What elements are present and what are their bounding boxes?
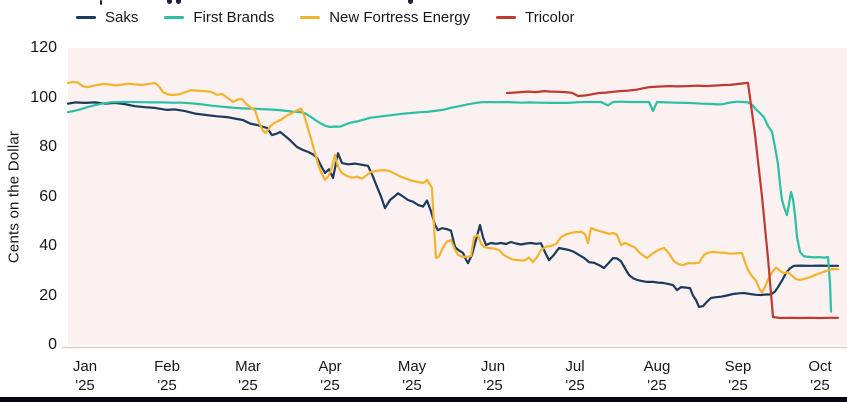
legend-swatch — [300, 16, 321, 19]
y-tick-label-40: 40 — [39, 237, 57, 254]
legend-item-saks: Saks — [76, 9, 138, 26]
legend-label: New Fortress Energy — [329, 9, 471, 26]
x-tick-year: '25 — [238, 377, 258, 394]
x-tick-month: Jul — [565, 358, 585, 375]
legend-label: First Brands — [193, 9, 275, 26]
x-tick-label-may: May '25 — [380, 357, 444, 395]
x-tick-year: '25 — [483, 377, 503, 394]
legend-item-first-brands: First Brands — [164, 9, 274, 26]
x-tick-label-jan: Jan '25 — [53, 357, 117, 395]
x-tick-month: Jun — [480, 358, 506, 375]
legend-swatch — [76, 16, 96, 19]
series-line-new-fortress-energy — [66, 80, 840, 294]
x-tick-label-mar: Mar '25 — [216, 357, 280, 395]
series-line-tricolor — [505, 81, 840, 320]
x-tick-label-jul: Jul '25 — [543, 357, 607, 395]
x-tick-year: '25 — [647, 377, 667, 394]
x-tick-label-aug: Aug '25 — [625, 357, 689, 395]
legend-swatch — [496, 16, 517, 19]
y-tick-label-120: 120 — [30, 39, 57, 56]
y-tick-label-80: 80 — [39, 138, 57, 155]
x-tick-label-jun: Jun '25 — [461, 357, 525, 395]
legend-label: Saks — [105, 9, 139, 26]
x-tick-label-oct: Oct '25 — [788, 357, 847, 395]
title-fragment — [408, 0, 413, 4]
legend-swatch — [164, 16, 185, 19]
legend-item-new-fortress-energy: New Fortress Energy — [300, 9, 470, 26]
y-tick-label-60: 60 — [39, 187, 57, 205]
plot-area — [68, 48, 847, 345]
x-tick-month: Jan — [72, 358, 98, 375]
x-tick-year: '25 — [810, 377, 830, 394]
x-tick-month: May — [397, 358, 427, 375]
title-fragment — [167, 0, 172, 4]
legend: Saks First Brands New Fortress Energy Trico… — [76, 9, 575, 26]
title-fragment — [176, 0, 181, 4]
x-tick-year: '25 — [75, 377, 95, 394]
series-line-saks — [66, 101, 840, 308]
x-tick-month: Oct — [808, 358, 832, 375]
x-tick-month: Apr — [318, 358, 342, 375]
x-tick-year: '25 — [402, 377, 422, 394]
legend-item-tricolor: Tricolor — [496, 9, 575, 26]
x-tick-month: Aug — [643, 358, 671, 375]
bottom-divider-bar — [0, 397, 847, 402]
y-tick-label-20: 20 — [39, 286, 57, 304]
title-fragment — [100, 0, 102, 5]
x-tick-label-apr: Apr '25 — [298, 357, 362, 395]
x-tick-year: '25 — [320, 377, 340, 394]
x-tick-year: '25 — [157, 377, 177, 394]
y-tick-label-100: 100 — [30, 88, 57, 106]
x-tick-label-feb: Feb '25 — [135, 357, 199, 395]
x-tick-month: Feb — [154, 358, 180, 375]
x-tick-month: Mar — [235, 358, 261, 375]
x-tick-label-sep: Sep '25 — [706, 357, 770, 395]
x-tick-month: Sep — [724, 358, 752, 375]
y-tick-label-0: 0 — [48, 336, 57, 353]
series-line-first-brands — [66, 100, 833, 313]
legend-label: Tricolor — [525, 9, 575, 26]
x-tick-year: '25 — [565, 377, 585, 394]
x-tick-year: '25 — [728, 377, 748, 394]
